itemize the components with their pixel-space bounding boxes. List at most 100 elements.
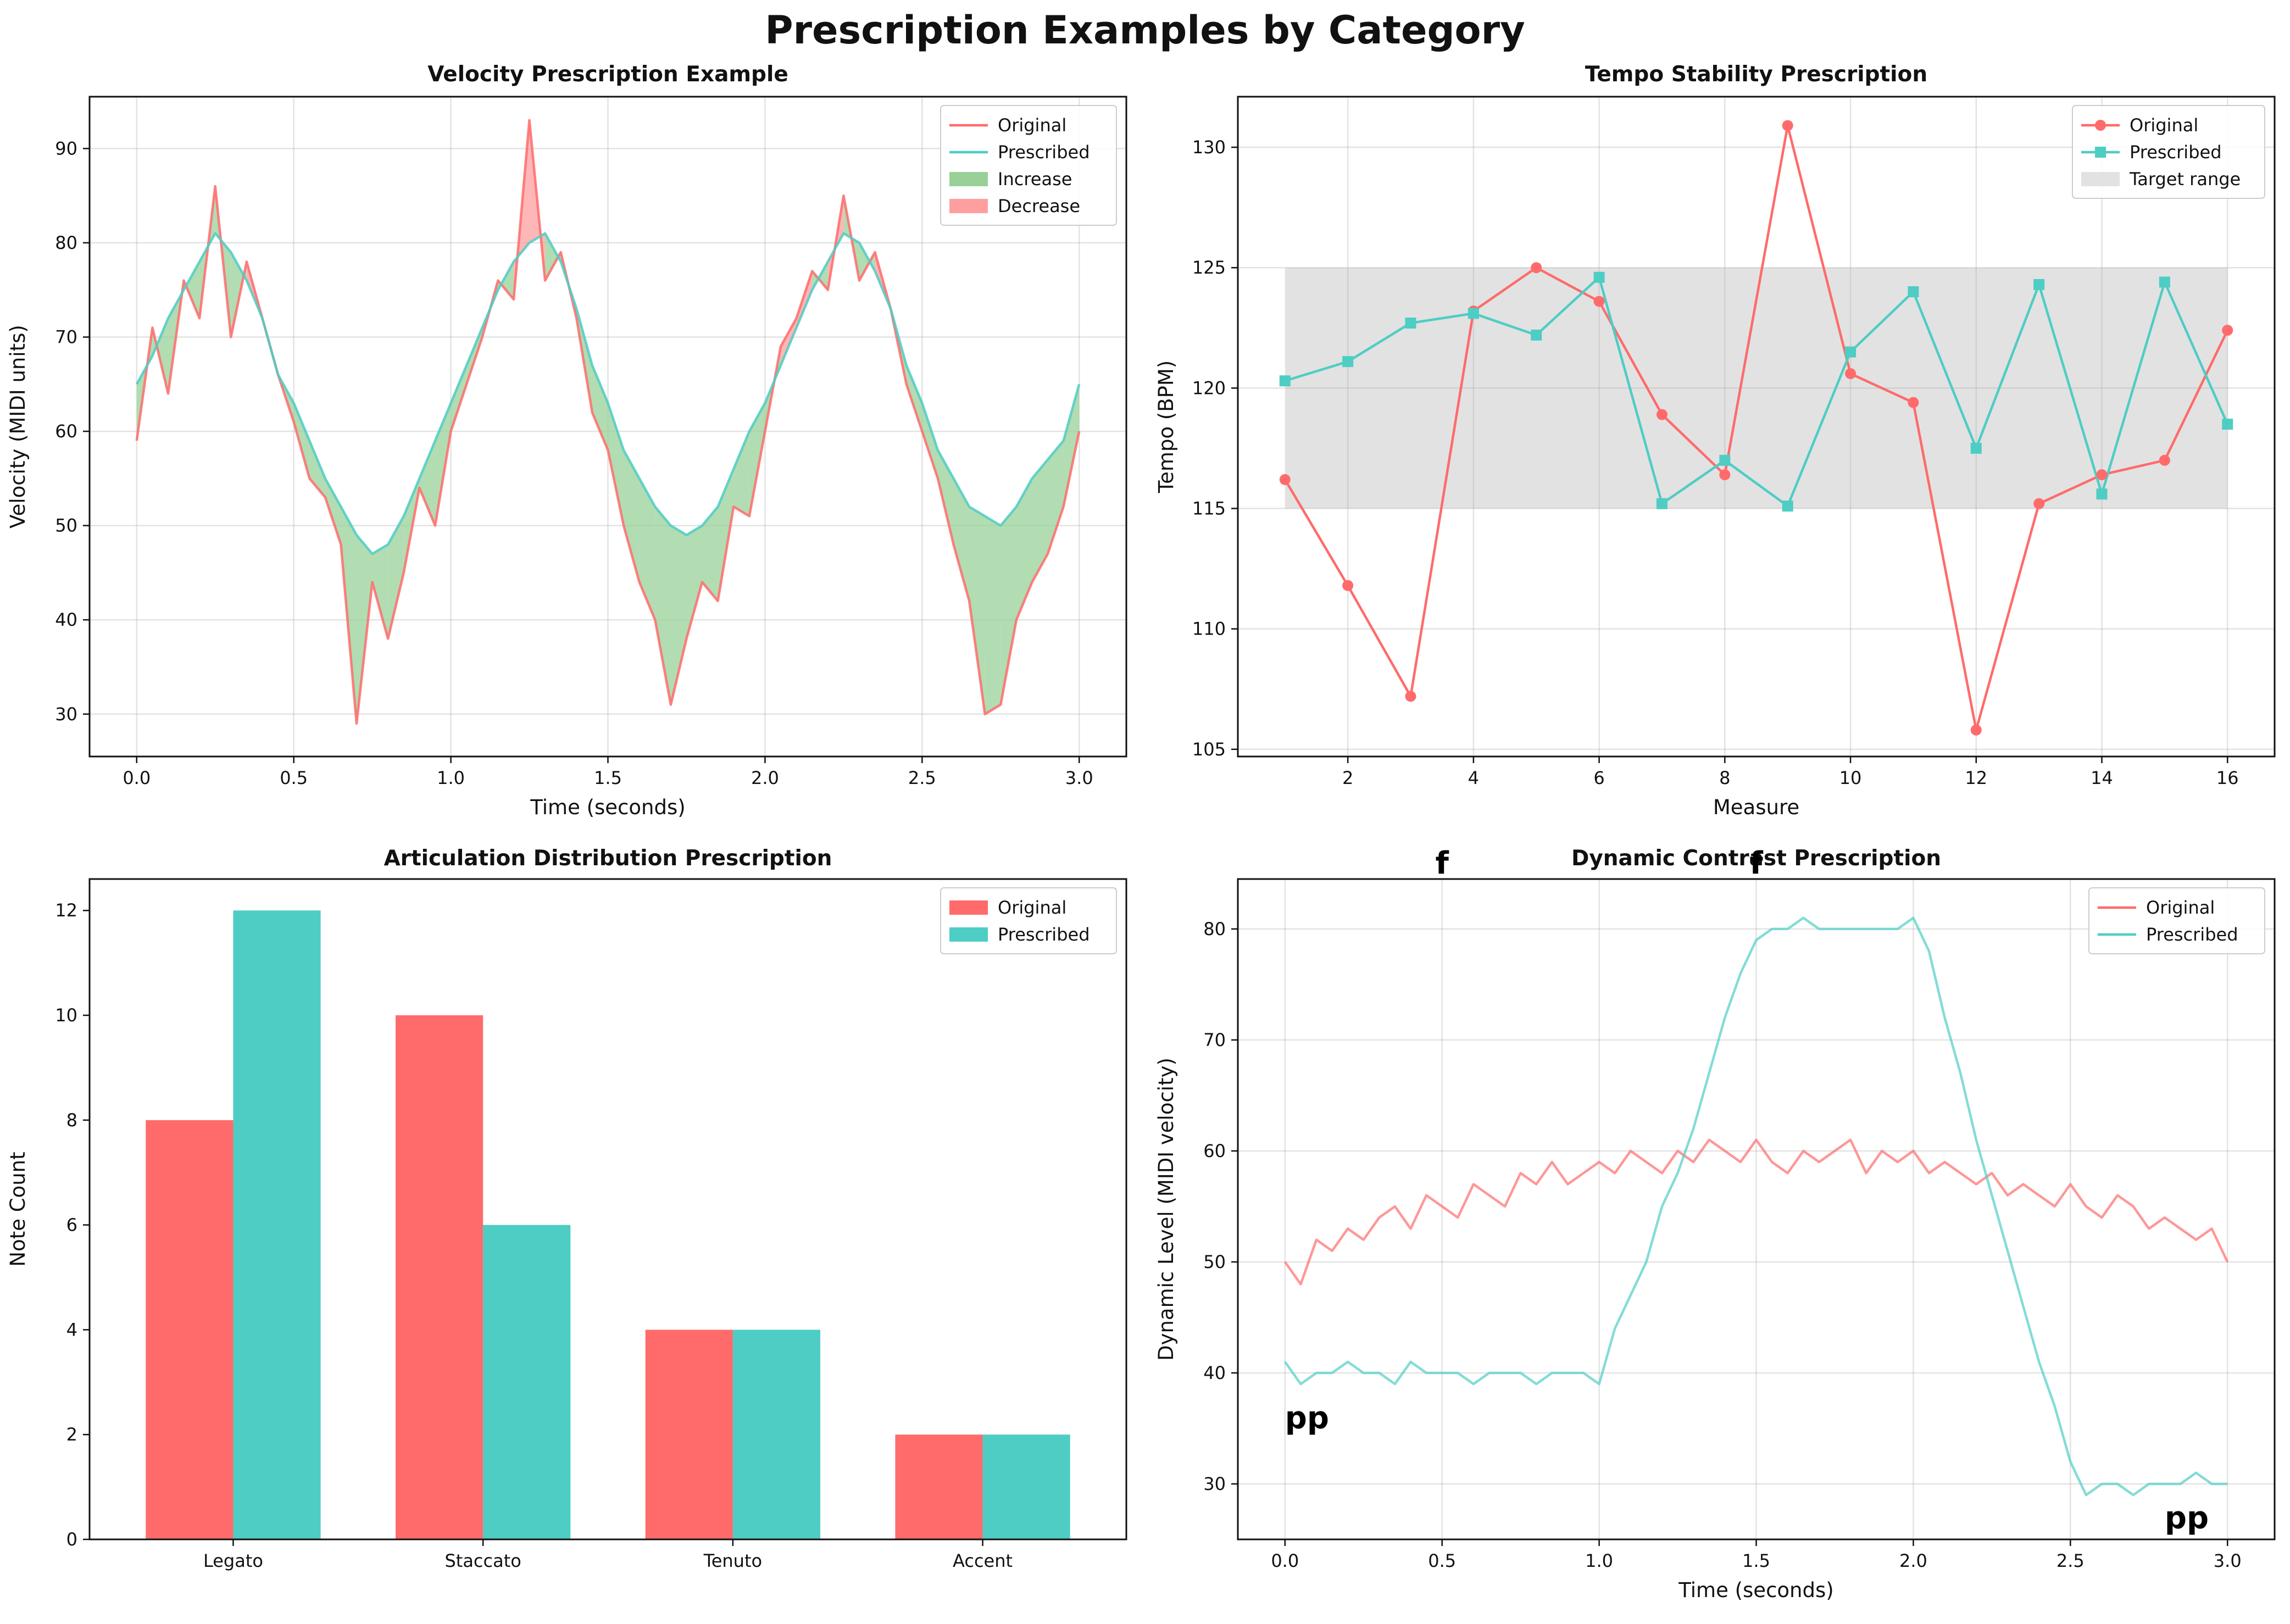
prescribed-tempo-point [1593, 271, 1605, 283]
dynamic-panel: 0.0 0.5 1.0 1.5 2.0 2.5 3.0 30 40 50 60 70 80 Dynamic… [1154, 846, 2276, 1602]
increase-area [372, 544, 388, 639]
x-tick-label: 2.5 [2056, 1550, 2085, 1571]
y-tick-label: 110 [1192, 619, 1226, 639]
legend-frame [2088, 887, 2265, 954]
x-tick-label: 0.5 [1428, 1550, 1456, 1571]
y-tick-label: 130 [1192, 137, 1226, 158]
x-tick-label: 1.0 [437, 767, 465, 788]
original-tempo-point [2096, 469, 2108, 481]
legend-label: Prescribed [2146, 924, 2238, 945]
legend-patch [949, 900, 988, 915]
y-tick-label: 50 [1203, 1252, 1226, 1272]
original-tempo-point [1531, 262, 1542, 274]
prescribed-tempo-point [1531, 329, 1542, 341]
prescribed-bar-staccato [483, 1225, 571, 1539]
legend-frame [940, 105, 1117, 226]
gridlines [1238, 97, 2275, 757]
original-tempo-point [1908, 397, 1919, 408]
x-tick-label: 10 [1839, 767, 1862, 788]
legend: Original Prescribed Target range [2072, 105, 2265, 199]
legend-swatch-decrease [949, 199, 988, 213]
legend-patch [949, 199, 988, 213]
original-tempo-point [1405, 691, 1416, 702]
x-tick-label: 2 [1342, 767, 1353, 788]
prescribed-tempo-point [2222, 419, 2233, 430]
legend-label: Prescribed [2130, 142, 2222, 163]
y-tick-label: 12 [55, 900, 77, 921]
increase-area [357, 535, 373, 724]
legend-label: Prescribed [998, 142, 1090, 163]
prescribed-tempo-point [1908, 286, 1919, 298]
legend: Original Prescribed [940, 887, 1117, 954]
prescribed-tempo-point [2159, 276, 2170, 288]
plot-title: Dynamic Contrast Prescription [1571, 846, 1941, 871]
legend-patch [949, 927, 988, 942]
x-tick-label: 14 [2091, 767, 2113, 788]
prescribed-tempo-point [2033, 279, 2045, 290]
increase-area [1016, 478, 1032, 620]
legend-label: Increase [998, 169, 1072, 190]
plot-frame [1237, 96, 2276, 758]
original-tempo-point [1719, 469, 1731, 481]
prescribed-velocity-line [135, 232, 1081, 555]
original-bar-legato [146, 1120, 234, 1539]
original-bar-accent [895, 1434, 983, 1539]
increase-area [969, 507, 985, 714]
original-tempo-point [1279, 474, 1291, 485]
x-tick-label: 1.5 [1742, 1550, 1770, 1571]
plot-title: Articulation Distribution Prescription [384, 846, 832, 871]
x-tick-label: 12 [1965, 767, 1987, 788]
original-velocity-line [135, 119, 1081, 725]
increase-area [1032, 459, 1048, 582]
y-axis-label: Velocity (MIDI units) [6, 325, 30, 529]
increase-area [608, 403, 624, 526]
original-dynamic-line [1283, 1138, 2229, 1286]
x-tick-label: 3.0 [1065, 767, 1093, 788]
dynamic-marking-pp: pp [2165, 1500, 2209, 1536]
category-label: Legato [203, 1550, 263, 1571]
increase-area [985, 516, 1001, 714]
prescribed-tempo-point [1342, 356, 1354, 368]
prescribed-tempo-point [2096, 488, 2108, 500]
prescribed-tempo-point [1656, 498, 1668, 509]
y-tick-label: 115 [1192, 498, 1226, 519]
x-tick-label: 2.0 [751, 767, 779, 788]
y-tick-label: 0 [66, 1529, 77, 1550]
plot-title: Velocity Prescription Example [427, 62, 788, 87]
increase-area [733, 431, 749, 516]
y-tick-label: 80 [55, 232, 77, 253]
legend-marker [2095, 147, 2106, 158]
y-tick-label: 2 [66, 1424, 77, 1445]
y-tick-label: 70 [55, 327, 77, 348]
legend-label: Prescribed [998, 924, 1090, 945]
original-tempo-line [1283, 124, 2229, 732]
legend-swatch-original [949, 900, 988, 915]
original-tempo-point [1970, 724, 1982, 736]
original-tempo-point [1342, 580, 1354, 591]
original-bar-staccato [396, 1015, 483, 1539]
original-bar-tenuto [645, 1330, 733, 1539]
y-axis-label: Dynamic Level (MIDI velocity) [1154, 1058, 1178, 1361]
legend-swatch-target [2081, 172, 2120, 186]
increase-area [655, 507, 671, 705]
y-axis-label: Tempo (BPM) [1154, 360, 1178, 494]
y-tick-label: 50 [55, 515, 77, 536]
legend-frame [2072, 105, 2265, 199]
increase-area [1001, 507, 1016, 705]
increase-area [906, 365, 922, 432]
original-tempo-point [2159, 454, 2170, 466]
y-tick-label: 40 [55, 609, 77, 630]
original-tempo-point [1782, 120, 1793, 131]
increase-area [670, 525, 687, 705]
increase-area [451, 365, 467, 432]
legend: Original Prescribed Increase Decrease [940, 105, 1117, 226]
prescribed-bar-accent [982, 1434, 1070, 1539]
prescribed-tempo-line [1285, 276, 2229, 508]
increase-area [1048, 441, 1064, 554]
increase-area [419, 441, 435, 526]
gridlines [1238, 879, 2275, 1539]
prescribed-tempo-point [1405, 318, 1416, 329]
legend-swatch-prescribed [2081, 147, 2120, 158]
legend-swatch-original [2081, 120, 2120, 131]
y-tick-label: 80 [1203, 919, 1226, 939]
